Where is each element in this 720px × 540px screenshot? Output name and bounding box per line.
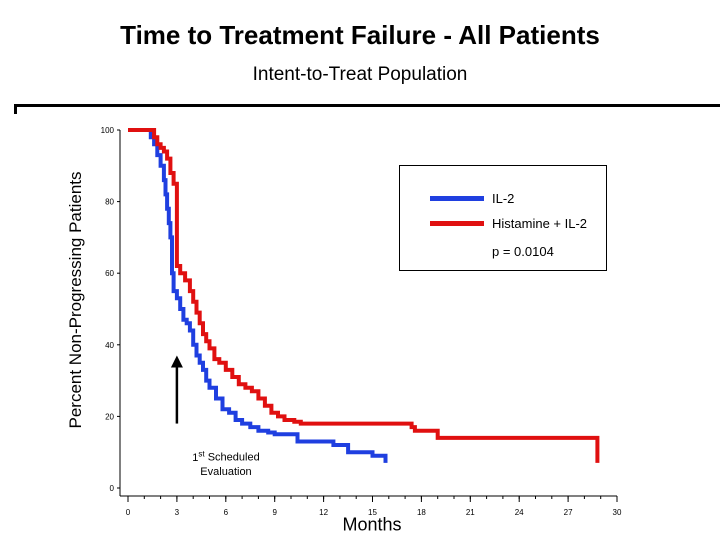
series-line-histamine-il2 xyxy=(128,128,600,463)
x-axis-label: Months xyxy=(342,514,402,535)
annotation-arrow-head xyxy=(170,355,183,368)
x-tick-label: 30 xyxy=(613,508,622,517)
series-line-il2 xyxy=(128,128,388,463)
annotation-text: Scheduled Evaluation xyxy=(200,451,260,478)
y-tick-label: 40 xyxy=(105,341,114,350)
x-tick-label: 12 xyxy=(319,508,328,517)
y-tick-label: 60 xyxy=(105,269,114,278)
chart-title: Time to Treatment Failure - All Patients xyxy=(120,20,600,50)
x-tick-label: 21 xyxy=(466,508,475,517)
legend-item-il2: IL-2 xyxy=(430,188,514,208)
x-tick-label: 0 xyxy=(126,508,131,517)
y-tick-label: 20 xyxy=(105,412,114,421)
legend: IL-2 Histamine + IL-2 p = 0.0104 xyxy=(399,165,607,271)
y-tick-label: 100 xyxy=(101,126,115,135)
x-tick-label: 24 xyxy=(515,508,524,517)
x-tick-label: 27 xyxy=(564,508,573,517)
x-tick-label: 6 xyxy=(224,508,229,517)
legend-label-histamine: Histamine + IL-2 xyxy=(492,215,588,231)
legend-swatch-il2 xyxy=(430,195,484,201)
x-tick-label: 3 xyxy=(175,508,180,517)
y-tick-label: 0 xyxy=(110,484,115,493)
title-divider-tick xyxy=(14,104,17,114)
x-tick-label: 9 xyxy=(272,508,277,517)
x-tick-label: 18 xyxy=(417,508,426,517)
title-divider xyxy=(14,104,720,107)
evaluation-annotation: 1st Scheduled Evaluation xyxy=(192,447,259,479)
legend-item-histamine: Histamine + IL-2 xyxy=(430,213,587,233)
y-tick-label: 80 xyxy=(105,198,114,207)
x-tick-label: 15 xyxy=(368,508,377,517)
legend-label-il2: IL-2 xyxy=(492,190,515,206)
chart-subtitle: Intent-to-Treat Population xyxy=(252,64,468,85)
p-value: p = 0.0104 xyxy=(492,244,554,259)
annotation-ordinal: 1st xyxy=(192,449,205,464)
legend-swatch-histamine xyxy=(430,220,484,226)
